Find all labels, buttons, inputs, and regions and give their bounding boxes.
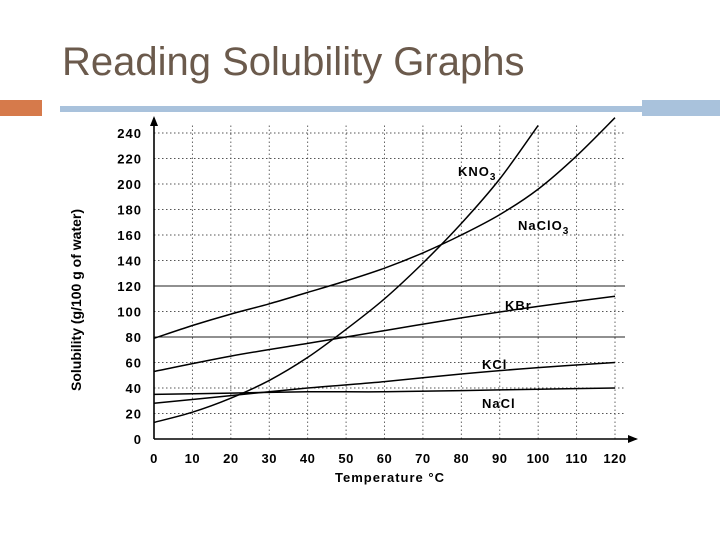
x-axis-arrow <box>628 435 638 443</box>
accent-bar-orange <box>0 100 42 116</box>
y-axis-label: Solubility (g/100 g of water) <box>68 208 84 392</box>
x-tick-label: 120 <box>603 451 626 466</box>
x-tick-label: 100 <box>527 451 550 466</box>
accent-bar-blue <box>642 100 720 116</box>
series-line-kcl <box>153 361 616 405</box>
series-label-naclo3: NaClO3 <box>518 218 569 237</box>
series-line-nacl <box>153 387 616 396</box>
x-tick-label: 50 <box>338 451 353 466</box>
series-line-naclo3 <box>153 117 616 340</box>
x-tick-label: 70 <box>415 451 430 466</box>
series-label-kcl: KCl <box>482 357 507 372</box>
x-tick-label: 60 <box>377 451 392 466</box>
x-tick-label: 20 <box>223 451 238 466</box>
x-tick-label: 90 <box>492 451 507 466</box>
slide-title: Reading Solubility Graphs <box>62 40 525 84</box>
y-axis-arrow <box>150 116 158 126</box>
x-tick-label: 0 <box>150 451 158 466</box>
y-tick-label: 60 <box>126 356 142 371</box>
y-tick-label: 20 <box>126 407 142 422</box>
x-axis-label: Temperature °C <box>335 470 445 485</box>
y-tick-label: 120 <box>117 279 142 294</box>
series-label-kno3: KNO3 <box>458 164 496 183</box>
y-tick-label: 140 <box>117 254 142 269</box>
x-tick-label: 30 <box>262 451 277 466</box>
y-tick-label: 40 <box>126 381 142 396</box>
series-line-kno3 <box>153 124 539 424</box>
y-tick-label: 220 <box>117 152 142 167</box>
series-label-nacl: NaCl <box>482 396 516 411</box>
x-tick-label: 80 <box>454 451 469 466</box>
series-label-kbr: KBr <box>505 298 532 313</box>
y-tick-label: 240 <box>117 126 142 141</box>
y-tick-label: 160 <box>117 228 142 243</box>
y-tick-label: 200 <box>117 177 142 192</box>
series-line-kbr <box>153 295 616 373</box>
y-tick-label: 180 <box>117 203 142 218</box>
x-tick-label: 110 <box>565 451 587 466</box>
accent-bar-thin <box>60 106 642 112</box>
x-tick-label: 10 <box>185 451 200 466</box>
x-tick-label: 40 <box>300 451 315 466</box>
y-tick-label: 80 <box>126 330 142 345</box>
y-tick-label: 100 <box>117 305 142 320</box>
solubility-chart: 0 20 40 60 80 100 120 140 160 180 200 220 240 0 10 20 3… <box>60 112 642 488</box>
y-tick-label: 0 <box>134 432 142 447</box>
